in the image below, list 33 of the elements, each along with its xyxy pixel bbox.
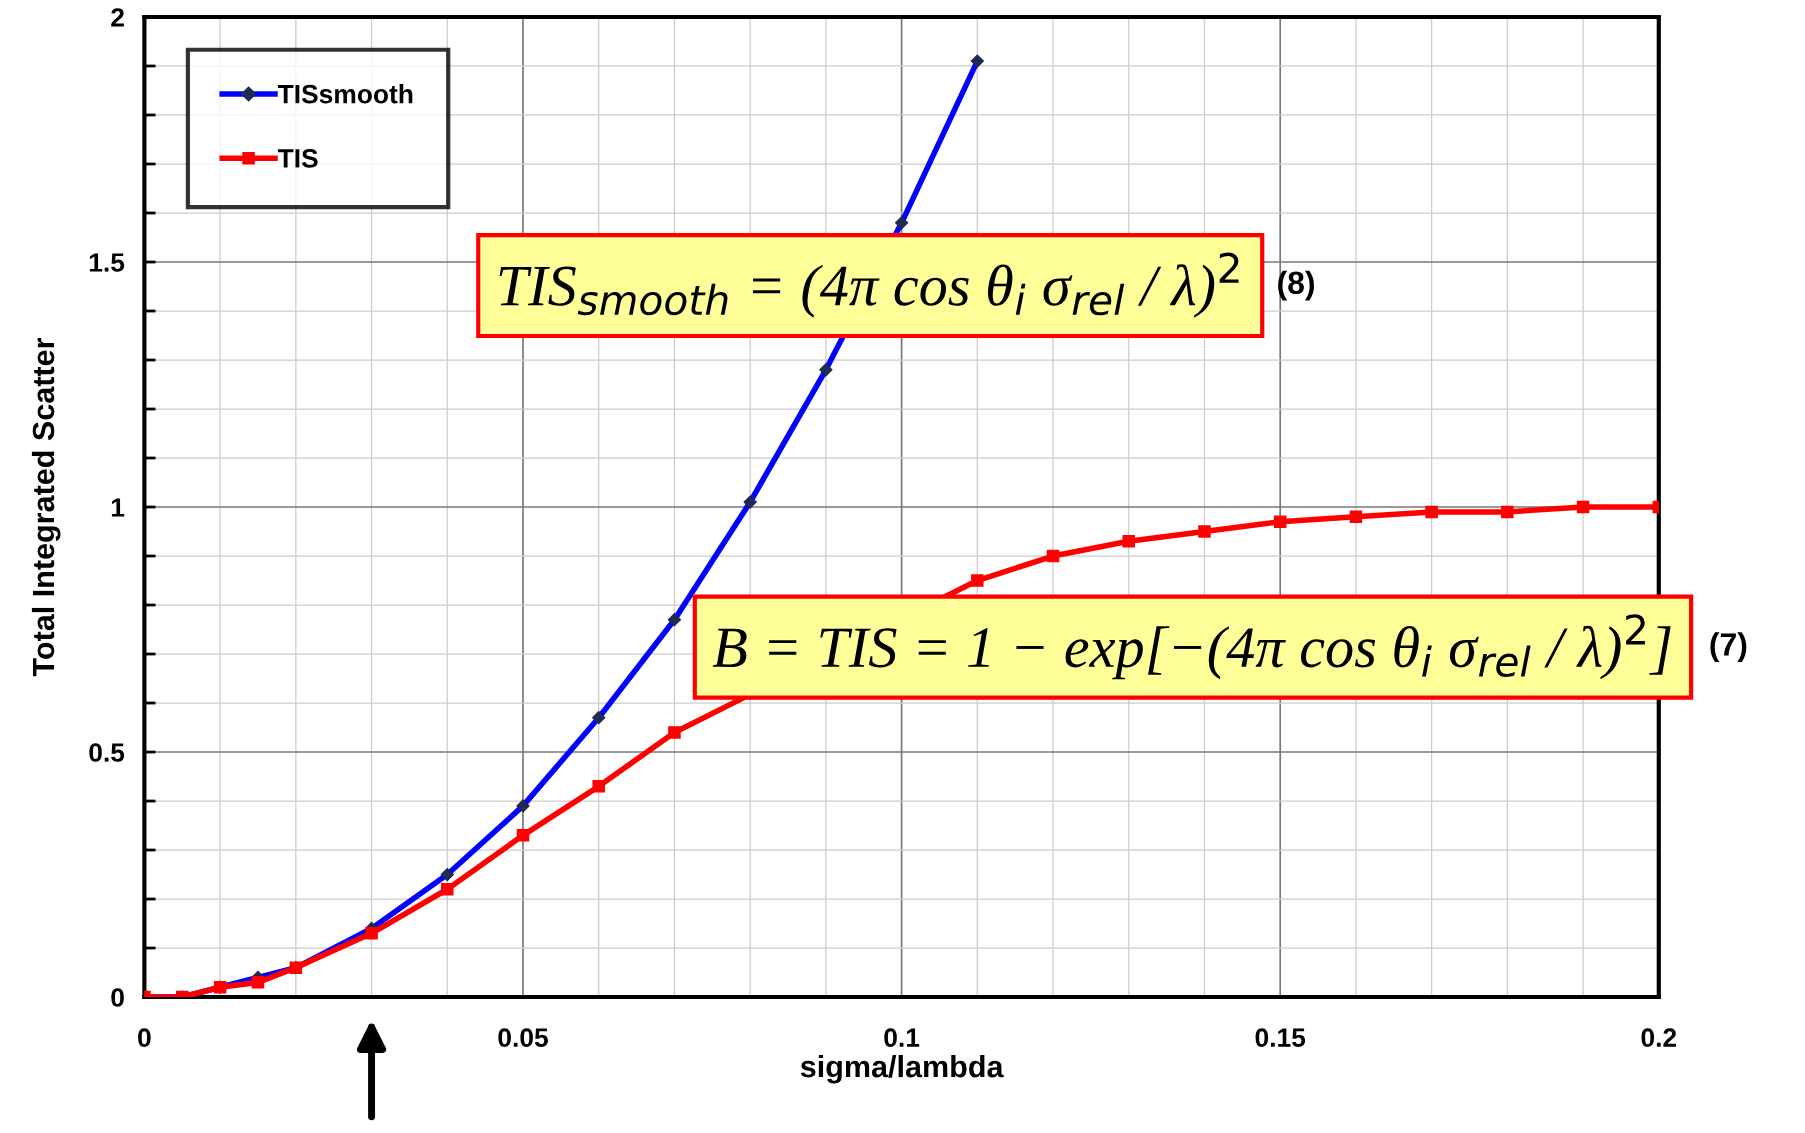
y-tick-label: 0.5 [89,743,125,762]
text: (7) [1710,632,1747,663]
point [365,927,378,940]
point [1576,500,1590,514]
x-tick-label: 0.15 [1255,1028,1306,1047]
annotation: TIS$_{smooth}$ = (4π cos θ$_{i}$ σ$_{rel}$ / λ)$^{2}$ [499,252,1239,318]
legend-label: TIS [277,148,318,168]
point [668,726,681,739]
point [251,976,265,989]
point [1349,510,1363,524]
point [516,829,530,842]
point [971,574,984,587]
x-axis-title: sigma/lambda [800,1054,1004,1084]
x-tick-label: 0.1 [884,1028,920,1047]
point [592,780,605,793]
point [1501,505,1514,519]
y-tick-label: 1.5 [89,253,125,272]
x-tick-label: 0.05 [498,1028,548,1047]
y-axis-title: Total Integrated Scatter [31,337,61,677]
y-tick-label: 1 [111,498,125,517]
y-tick-label: 0 [111,988,124,1007]
point [1046,549,1060,563]
point [441,882,454,896]
legend-label: TISsmooth [277,84,413,104]
point [1273,515,1287,528]
y-tick-label: 2 [111,8,124,27]
point [1425,505,1438,519]
annotation: (8) [1278,270,1314,301]
annotation: B = TIS = 1 − exp[−(4π cos θ$_{i}$ σ$_{rel}$ / λ)$^{2}$] [712,614,1671,680]
x-tick-label: 0.2 [1641,1028,1677,1047]
point [1198,525,1211,538]
x-tick-label: 0 [138,1028,151,1047]
point [1122,535,1136,548]
